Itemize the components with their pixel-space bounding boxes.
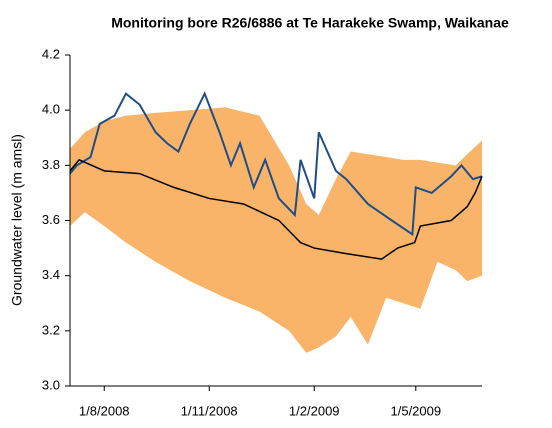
y-axis-label: Groundwater level (m amsl) <box>9 134 25 306</box>
series-line <box>69 158 483 260</box>
y-tick-label: 3.4 <box>42 267 60 282</box>
series-line <box>69 91 483 237</box>
y-tick-label: 3.6 <box>42 212 60 227</box>
x-tick-label: 1/5/2009 <box>391 403 442 418</box>
y-tick-label: 4.2 <box>42 46 60 61</box>
y-tick-label: 4.0 <box>42 102 60 117</box>
range-band <box>70 107 482 353</box>
x-tick-label: 1/11/2008 <box>181 403 238 418</box>
y-tick-label: 3.0 <box>42 377 60 392</box>
chart-title: Monitoring bore R26/6886 at Te Harakeke … <box>111 15 509 31</box>
y-tick-label: 3.2 <box>42 322 60 337</box>
x-tick-label: 1/8/2008 <box>79 403 130 418</box>
x-tick-label: 1/2/2009 <box>289 403 340 418</box>
y-tick-label: 3.8 <box>42 157 60 172</box>
